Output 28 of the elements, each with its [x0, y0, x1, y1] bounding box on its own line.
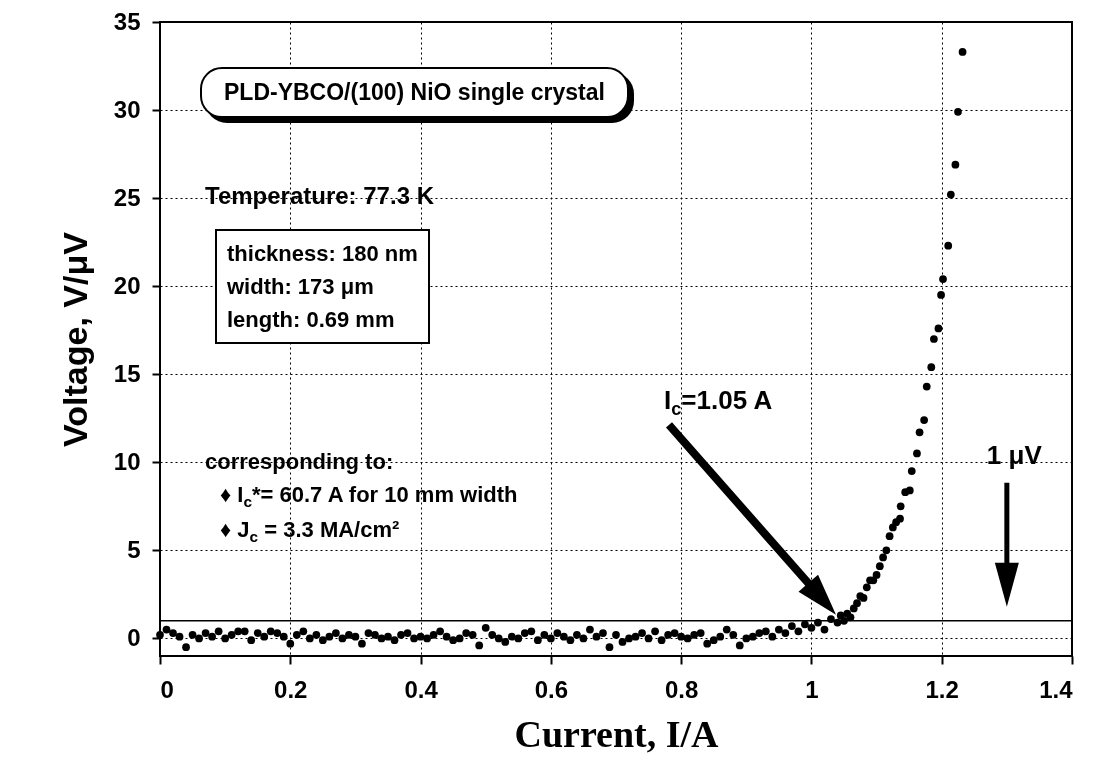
x-tick-label: 1.2 — [925, 675, 959, 703]
y-tick-label: 15 — [113, 359, 141, 387]
x-tick-label: 0.6 — [534, 675, 569, 703]
annotation: thickness: 180 nm — [227, 240, 418, 268]
y-tick-label: 5 — [127, 535, 141, 563]
x-axis-title: Current, I/A — [514, 712, 720, 755]
annotation: 1 μV — [986, 439, 1042, 471]
x-tick-label: 0.4 — [404, 675, 439, 703]
x-tick-label: 1.4 — [1039, 675, 1074, 703]
x-tick-label: 0.8 — [664, 675, 699, 703]
annotation: Temperature: 77.3 K — [205, 182, 434, 210]
y-tick-label: 20 — [113, 271, 141, 299]
annotation: ♦ J$_{c}$ = 3.3 MA/cm² — [220, 517, 400, 547]
annotation: length: 0.69 mm — [227, 306, 396, 334]
annotation: width: 173 μm — [227, 273, 375, 301]
y-tick-label: 10 — [113, 447, 141, 475]
x-tick-label: 0.2 — [274, 675, 308, 703]
annotation: ♦ I$_{c}$*= 60.7 A for 10 mm width — [220, 482, 518, 512]
y-axis-title: Voltage, V/μV — [55, 231, 94, 447]
y-tick-label: 30 — [113, 95, 141, 123]
x-tick-label: 0 — [160, 675, 174, 703]
y-tick-label: 35 — [113, 7, 141, 35]
y-tick-label: 25 — [113, 183, 141, 211]
annotation: I$_{c}$=1.05 A — [664, 384, 773, 420]
annotation: corresponding to: — [205, 449, 394, 475]
y-tick-label: 0 — [127, 623, 141, 651]
text: PLD-YBCO/(100) NiO single crystal — [200, 67, 629, 118]
x-tick-label: 1 — [805, 675, 819, 703]
